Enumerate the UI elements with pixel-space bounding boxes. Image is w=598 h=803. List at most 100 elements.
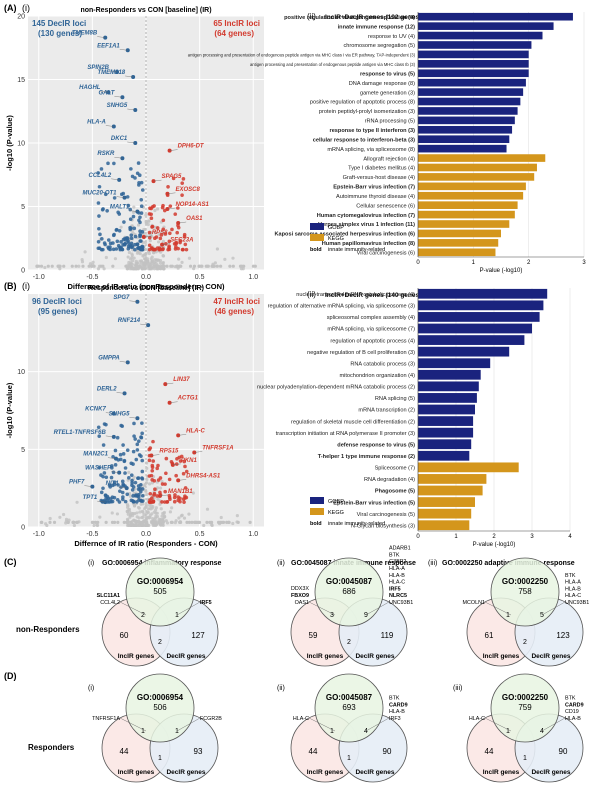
volcano-b-title: Responders vs CON [baseline] (IR) (88, 285, 204, 292)
volcano-b-point-up (174, 473, 178, 478)
venn-d1-gene-left: TNFRSF1A (92, 716, 120, 722)
volcano-a-point-ns (92, 264, 96, 268)
volcano-a-point-ns (142, 261, 147, 265)
volcano-a-point-down (114, 228, 119, 232)
volcano-b-xtick-label: 1.0 (248, 531, 258, 538)
volcano-a-point-ns (87, 264, 91, 268)
volcano-b-point-down (121, 483, 126, 488)
venn-d2-count-decir: 90 (383, 747, 392, 756)
volcano-b-point-ns (170, 506, 174, 510)
bars-b-bar (418, 462, 519, 473)
volcano-b-point-down (112, 482, 117, 487)
volcano-b-point-up (151, 459, 156, 463)
venn-d2-gene-right: HLA-B (389, 709, 405, 715)
bars-b-legend-gobp-label: GOBP (328, 499, 344, 505)
venn-c2-gene-right: UNC93B1 (389, 600, 413, 606)
volcano-b-ytick-label: 10 (17, 369, 25, 376)
panel-a-bars-title: IncIR+DecIR genes (192 genes, non-Respon… (325, 14, 477, 21)
volcano-a-point-ns (43, 265, 47, 270)
bars-a-bar-label: Cellular senescence (6) (356, 203, 415, 209)
venn-d1-leader-right (176, 717, 201, 732)
volcano-a-point-down (114, 247, 119, 251)
volcano-a-point-ns (158, 259, 163, 263)
volcano-b-point-up (184, 495, 189, 500)
volcano-b-point-up (164, 456, 169, 461)
venn-d3-count-go-incir: 1 (506, 728, 510, 735)
bars-a-bar (418, 154, 546, 162)
volcano-b-point-down (140, 493, 145, 498)
volcano-a-point-down (108, 241, 113, 246)
volcano-b-point-ns (143, 488, 148, 492)
bars-a-bar (418, 220, 510, 228)
volcano-b-point-down (135, 500, 139, 504)
volcano-a-point-up (166, 185, 170, 189)
volcano-b-point-down (130, 488, 135, 492)
volcano-b-point-up (155, 466, 159, 471)
panel-b-sub-volcano: (i) (22, 281, 30, 291)
venn-d1-sub: (i) (88, 685, 94, 692)
volcano-a-ytick-label: 0 (21, 268, 25, 275)
volcano-a-right-genes: (64 genes) (214, 29, 254, 38)
volcano-b-point-ns (169, 520, 173, 524)
bars-a-legend-gobp-label: GOBP (328, 225, 344, 231)
bars-b-bar (418, 427, 474, 438)
volcano-a-point-down (119, 240, 123, 244)
bars-a-bar-label: mRNA splicing, via spliceosome (8) (327, 147, 415, 153)
bars-a-bar-label: Autoimmune thyroid disease (4) (336, 194, 415, 200)
venn-c3-gene-left: MCOLN1 (463, 600, 485, 606)
bars-a-bar-label: gamete generation (3) (360, 90, 415, 96)
volcano-a-point-ns (147, 219, 151, 223)
venn-d1-circle-go (125, 673, 195, 743)
volcano-a-point-down (131, 214, 136, 219)
volcano-b-point-ns (98, 515, 102, 519)
volcano-a-label-leader (119, 49, 128, 51)
volcano-b-label-leader (172, 463, 181, 466)
venn-d3-count-incir-decir: 1 (523, 755, 527, 762)
volcano-b-point-down (103, 493, 108, 498)
bars-a-bar-label: rRNA processing (5) (365, 119, 415, 125)
bars-a-bar-label: protein peptidyl-prolyl isomerization (3… (319, 109, 415, 115)
venn-c3-count-go-decir: 5 (540, 612, 544, 619)
volcano-a-label-nop14-as1: NOP14-AS1 (175, 202, 209, 208)
volcano-b-point-down (120, 490, 125, 495)
volcano-b-xtick-label: -0.5 (86, 531, 98, 538)
bars-b-bar (418, 346, 510, 357)
volcano-b-label-leader (169, 401, 178, 403)
volcano-b-point-up (151, 500, 156, 504)
bars-a-bar-label: chromosome segregation (5) (343, 43, 415, 49)
volcano-b-point-ns (44, 522, 48, 526)
volcano-b-point-ns (177, 516, 181, 520)
venn-c3-gene-right: HLA-B (565, 586, 581, 592)
volcano-a-point-ns (143, 240, 148, 245)
venn-d2-label-incir: IncIR genes (307, 769, 344, 776)
venn-d3-circle-go (490, 673, 560, 743)
volcano-b-point-down (140, 458, 145, 463)
volcano-a-point-ns (138, 252, 142, 256)
volcano-b-point-up (149, 473, 154, 478)
volcano-b-point-ns (110, 520, 115, 524)
volcano-b-point-ns (92, 523, 96, 528)
volcano-b-point-up (152, 491, 157, 496)
volcano-b-point-down (110, 499, 115, 504)
venn-d1-count-go: 506 (153, 703, 167, 712)
volcano-b-point-ns (210, 523, 214, 528)
volcano-a-point-up (161, 227, 166, 232)
volcano-b-point-ns (187, 512, 191, 516)
volcano-b-point-down (99, 490, 104, 495)
volcano-b-point-up (163, 482, 167, 486)
volcano-a-point-up (153, 236, 157, 240)
volcano-b-left-genes: (95 genes) (38, 307, 78, 316)
volcano-b-point-ns (158, 502, 162, 506)
volcano-a-point-ns (148, 239, 152, 243)
volcano-b-point-down (138, 489, 143, 494)
venn-c2-gene-left: FBXO9 (291, 593, 309, 599)
volcano-a-point-down (100, 237, 104, 241)
volcano-a-label-leader (178, 221, 187, 224)
bars-a-bar (418, 135, 510, 144)
volcano-a-point-ns (177, 257, 181, 261)
bars-b-bar (418, 404, 475, 415)
volcano-b-point-ns (155, 511, 159, 515)
bars-b-bar-label: transcription initiation at RNA polymera… (276, 431, 415, 437)
bars-b-bar (418, 439, 472, 450)
volcano-a-point-ns (154, 264, 158, 268)
